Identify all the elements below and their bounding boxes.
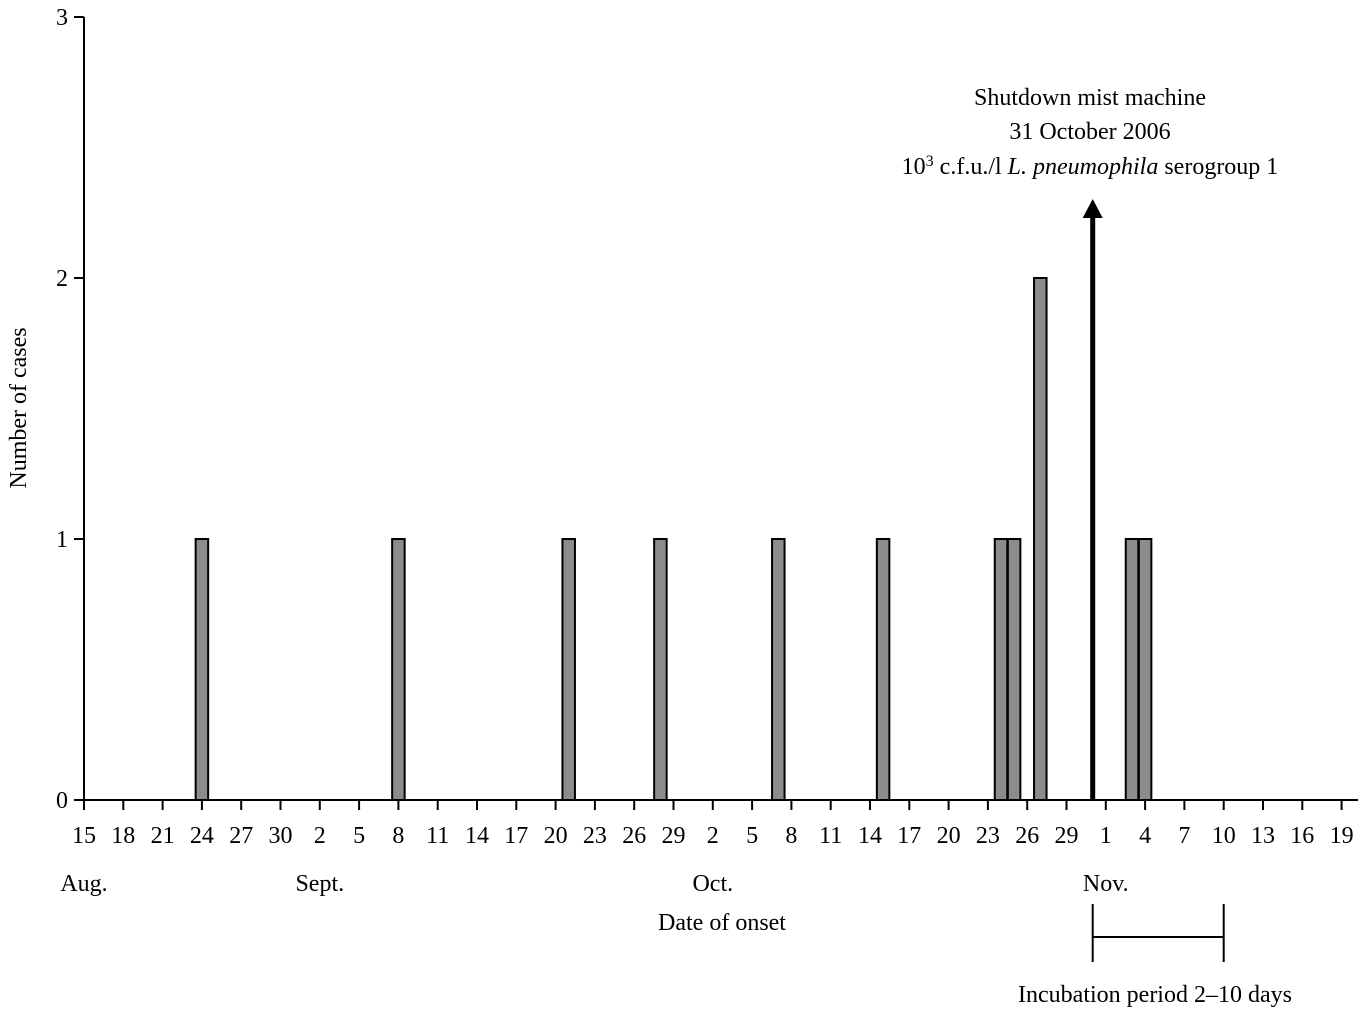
x-tick-label: 8: [392, 823, 404, 849]
x-tick-label: 5: [353, 823, 365, 849]
month-label: Aug.: [60, 871, 107, 897]
x-tick-label: 8: [785, 823, 797, 849]
case-bar: [391, 538, 406, 801]
shutdown-arrow-head: [1082, 199, 1103, 218]
x-tick-label: 20: [544, 823, 568, 849]
x-tick-label: 15: [72, 823, 96, 849]
x-tick-label: 11: [819, 823, 842, 849]
x-tick-label: 5: [746, 823, 758, 849]
x-tick-label: 10: [1212, 823, 1236, 849]
x-tick-label: 30: [269, 823, 293, 849]
x-tick-label: 20: [937, 823, 961, 849]
case-bar: [1006, 538, 1022, 801]
incubation-bracket: Incubation period 2–10 days: [1018, 904, 1292, 1008]
case-bar: [561, 538, 576, 801]
annotation-line-3: 103 c.f.u./l L. pneumophila serogroup 1: [902, 153, 1279, 181]
case-bar: [771, 538, 786, 801]
x-ticks: 15 18 21 24 27 30 2 5 8 11 14 17 20 23 26 29 2 5 8 11 14 17 20…: [72, 800, 1354, 849]
x-tick-label: 24: [190, 823, 214, 849]
y-tick-label: 1: [56, 527, 68, 553]
x-tick-label: 23: [976, 823, 1000, 849]
case-bar: [194, 538, 210, 801]
case-bar: [653, 538, 668, 801]
annotation-base: 10: [902, 154, 926, 180]
x-tick-label: 17: [504, 823, 528, 849]
case-bar: [1033, 277, 1048, 801]
x-tick-label: 13: [1251, 823, 1275, 849]
x-tick-label: 26: [622, 823, 646, 849]
y-ticks: 0 1 2 3: [56, 5, 84, 814]
annotation-organism: L. pneumophila: [1007, 154, 1159, 180]
case-bar: [1137, 538, 1153, 801]
case-bar: [875, 538, 891, 801]
x-tick-label: 14: [465, 823, 489, 849]
x-tick-label: 29: [662, 823, 686, 849]
y-axis-title: Number of cases: [6, 327, 32, 488]
bars-layer: [194, 277, 1153, 801]
case-bar: [1124, 538, 1140, 801]
annotation-line-1: Shutdown mist machine: [974, 85, 1206, 111]
case-bar: [993, 538, 1009, 801]
x-tick-label: 29: [1055, 823, 1079, 849]
month-label: Oct.: [692, 871, 733, 897]
x-tick-label: 27: [229, 823, 253, 849]
y-tick-label: 2: [56, 266, 68, 292]
x-axis-title: Date of onset: [658, 910, 786, 936]
x-tick-label: 4: [1139, 823, 1151, 849]
x-tick-label: 19: [1330, 823, 1354, 849]
x-tick-label: 7: [1178, 823, 1190, 849]
incubation-label: Incubation period 2–10 days: [1018, 982, 1292, 1008]
annotation-serogroup: serogroup 1: [1158, 154, 1278, 180]
x-tick-label: 1: [1100, 823, 1112, 849]
y-tick-label: 3: [56, 5, 68, 31]
month-label: Sept.: [295, 871, 344, 897]
annotation-line-2: 31 October 2006: [1009, 119, 1170, 145]
annotation-superscript: 3: [926, 153, 934, 170]
x-tick-label: 2: [314, 823, 326, 849]
x-tick-label: 21: [151, 823, 175, 849]
month-labels: Aug. Sept. Oct. Nov.: [60, 871, 1128, 897]
y-tick-label: 0: [56, 788, 68, 814]
x-tick-label: 18: [111, 823, 135, 849]
x-tick-label: 26: [1015, 823, 1039, 849]
x-tick-label: 17: [897, 823, 921, 849]
x-tick-label: 14: [858, 823, 882, 849]
shutdown-annotation: Shutdown mist machine 31 October 2006 10…: [902, 85, 1279, 800]
annotation-units: c.f.u./l: [934, 154, 1008, 180]
x-tick-label: 16: [1290, 823, 1314, 849]
month-label: Nov.: [1083, 871, 1129, 897]
x-tick-label: 2: [707, 823, 719, 849]
x-tick-label: 11: [426, 823, 449, 849]
x-tick-label: 23: [583, 823, 607, 849]
